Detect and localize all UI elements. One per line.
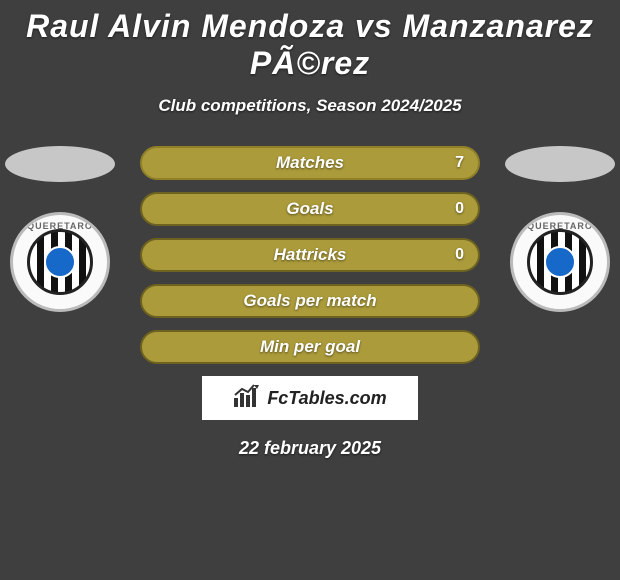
page-title: Raul Alvin Mendoza vs Manzanarez PÃ©rez xyxy=(0,0,620,82)
brand-text: FcTables.com xyxy=(267,388,386,409)
player-left-avatar-placeholder xyxy=(5,146,115,182)
stat-row: Goals per match xyxy=(140,284,480,318)
stat-label: Hattricks xyxy=(274,245,347,265)
player-right-slot: QUERETARO xyxy=(505,146,615,312)
comparison-main: QUERETARO QUERETARO Matches7Goals0Hattri… xyxy=(0,146,620,459)
brand-box: FcTables.com xyxy=(202,376,418,420)
club-left-crest-icon xyxy=(27,229,93,295)
player-left-club-badge: QUERETARO xyxy=(10,212,110,312)
stat-value-right: 0 xyxy=(455,246,464,264)
stat-value-right: 0 xyxy=(455,200,464,218)
stat-value-right: 7 xyxy=(455,154,464,172)
stat-label: Goals xyxy=(286,199,333,219)
brand-chart-icon xyxy=(233,384,261,413)
stat-row: Min per goal xyxy=(140,330,480,364)
stat-label: Min per goal xyxy=(260,337,360,357)
stat-row: Hattricks 0 xyxy=(140,238,480,272)
stat-row: Matches 7 xyxy=(140,146,480,180)
player-right-avatar-placeholder xyxy=(505,146,615,182)
footer-date: 22 february 2025 xyxy=(0,438,620,459)
player-right-club-badge: QUERETARO xyxy=(510,212,610,312)
player-left-slot: QUERETARO xyxy=(5,146,115,312)
stats-container: Matches 7 Goals 0 Hattricks 0 Goals per match M… xyxy=(140,146,480,364)
stat-row: Goals 0 xyxy=(140,192,480,226)
club-right-crest-icon xyxy=(527,229,593,295)
page-subtitle: Club competitions, Season 2024/2025 xyxy=(0,96,620,116)
stat-label: Goals per match xyxy=(243,291,376,311)
stat-label: Matches xyxy=(276,153,344,173)
